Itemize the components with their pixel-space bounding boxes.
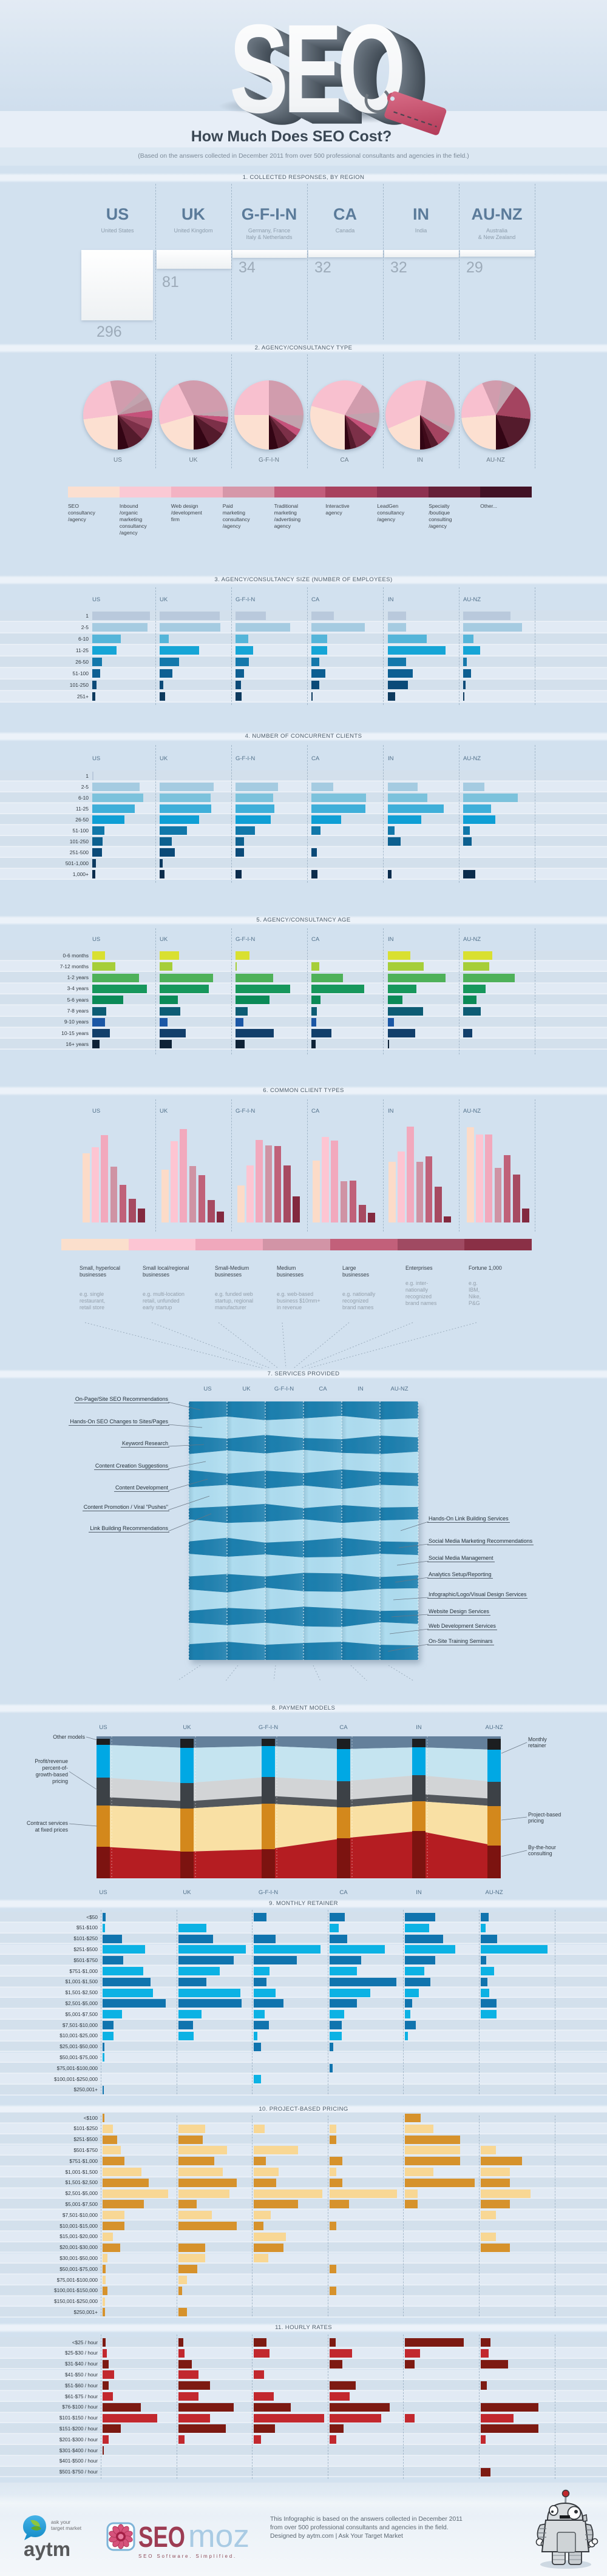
svg-text:SEO Software. Simplified.: SEO Software. Simplified. bbox=[138, 2554, 237, 2559]
svg-text:SEO: SEO bbox=[237, 12, 410, 144]
svg-text:SEO: SEO bbox=[249, 12, 422, 150]
svg-text:SEO: SEO bbox=[239, 12, 412, 144]
svg-text:SEO: SEO bbox=[245, 12, 418, 147]
svg-text:SEO: SEO bbox=[248, 12, 421, 149]
svg-text:SEO: SEO bbox=[230, 12, 403, 140]
svg-text:SEO: SEO bbox=[249, 12, 422, 149]
svg-text:SEO: SEO bbox=[234, 12, 407, 142]
svg-text:SEO: SEO bbox=[253, 12, 426, 151]
svg-text:SEO: SEO bbox=[251, 12, 424, 150]
svg-text:SEO: SEO bbox=[243, 12, 416, 146]
svg-text:SEO: SEO bbox=[229, 12, 402, 140]
svg-text:SEO: SEO bbox=[245, 12, 418, 147]
svg-text:SEO: SEO bbox=[243, 12, 416, 147]
svg-text:SEO: SEO bbox=[237, 12, 410, 143]
svg-text:SEO: SEO bbox=[246, 12, 419, 148]
svg-text:SEO: SEO bbox=[240, 12, 413, 145]
svg-text:SEO: SEO bbox=[233, 12, 406, 141]
svg-text:SEO: SEO bbox=[251, 12, 424, 150]
svg-text:SEO: SEO bbox=[241, 12, 414, 146]
svg-text:SEO: SEO bbox=[235, 12, 408, 142]
svg-text:moz: moz bbox=[188, 2521, 249, 2554]
svg-text:SEO: SEO bbox=[236, 12, 409, 143]
svg-text:aytm: aytm bbox=[24, 2538, 70, 2560]
svg-text:SEO: SEO bbox=[138, 2521, 185, 2554]
svg-text:SEO: SEO bbox=[247, 12, 420, 149]
svg-text:SEO: SEO bbox=[231, 12, 404, 141]
svg-text:SEO: SEO bbox=[239, 12, 412, 144]
svg-text:SEO: SEO bbox=[242, 12, 415, 146]
svg-text:SEO: SEO bbox=[232, 12, 405, 141]
